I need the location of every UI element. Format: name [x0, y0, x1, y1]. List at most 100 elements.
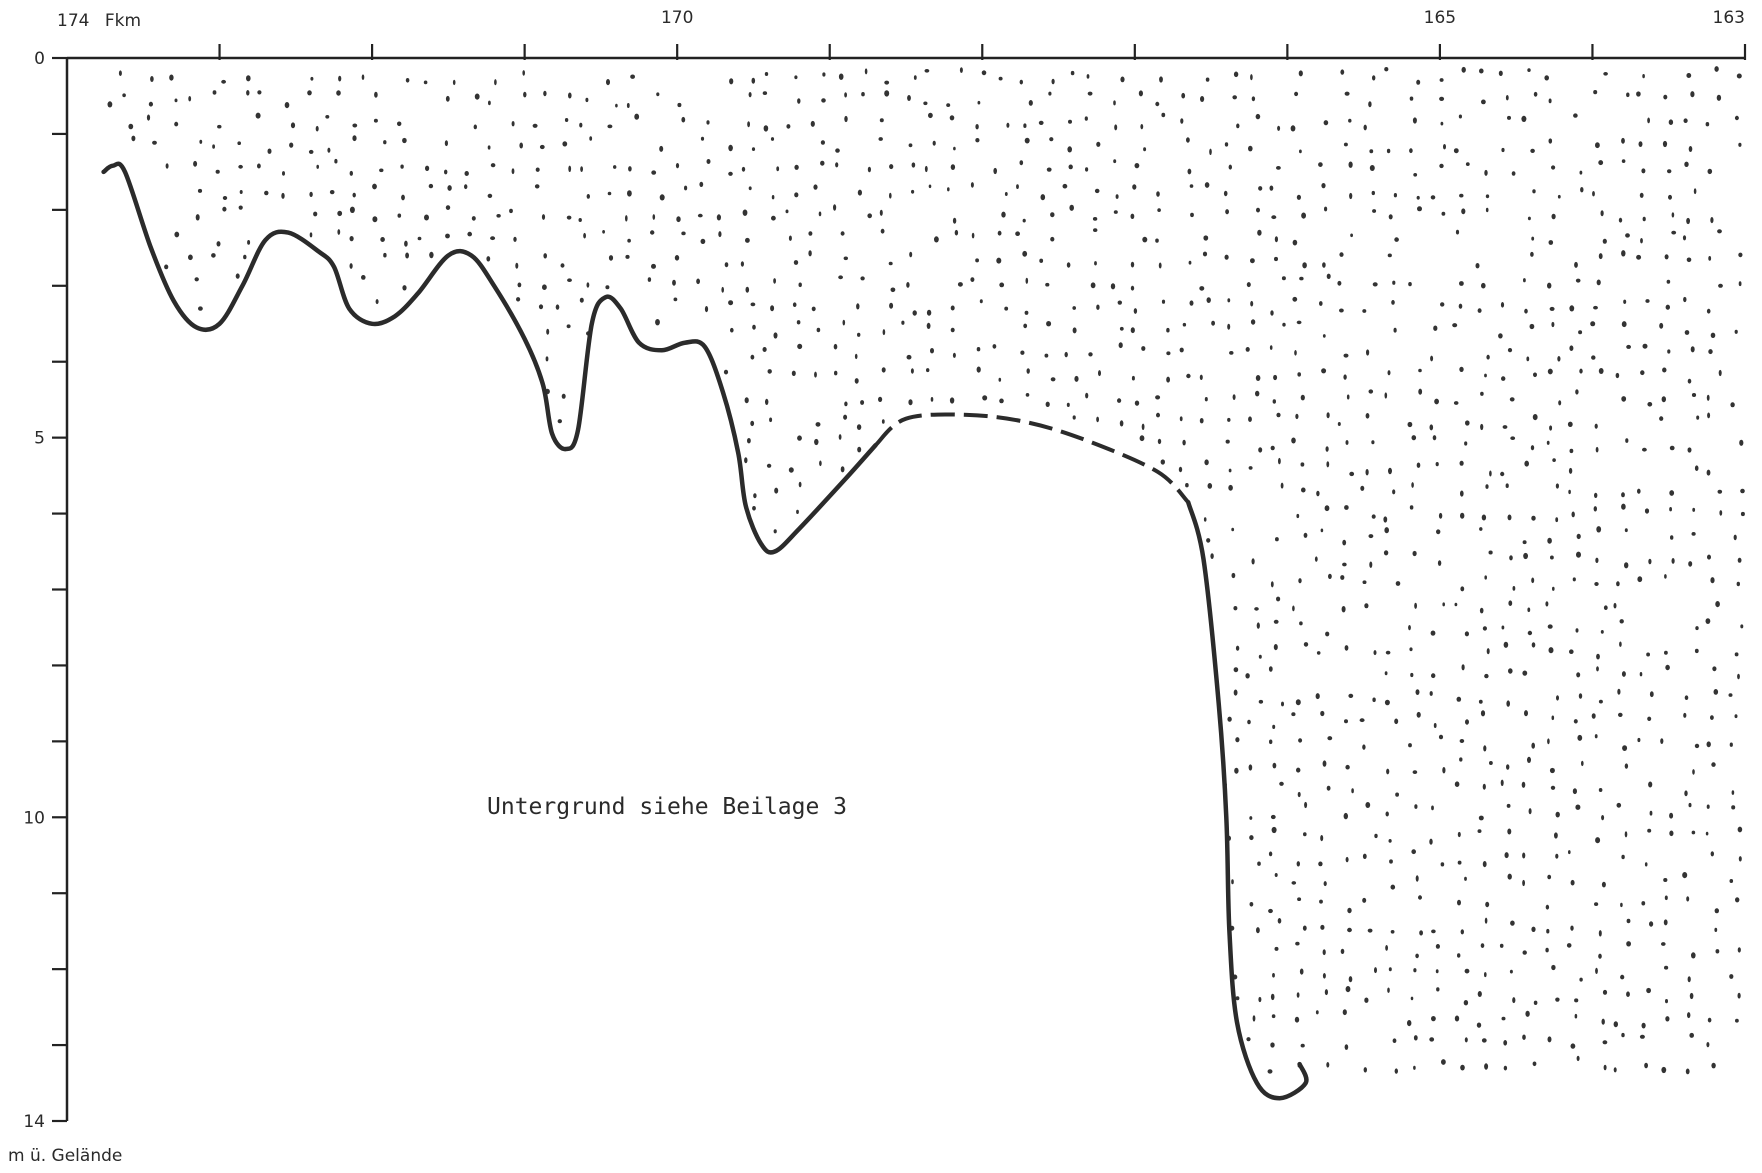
- stipple-dot: [1113, 159, 1117, 164]
- stipple-dot: [1545, 947, 1549, 953]
- stipple-dot: [1362, 580, 1367, 584]
- stipple-dot: [1501, 147, 1505, 153]
- stipple-dot: [1598, 930, 1602, 937]
- stipple-dot: [1442, 602, 1445, 607]
- stipple-dot: [1504, 852, 1509, 859]
- stipple-dot: [1485, 207, 1489, 213]
- stipple-dot: [1430, 195, 1436, 200]
- stipple-dot: [1432, 435, 1437, 441]
- stipple-dot: [1301, 212, 1306, 219]
- stipple-dot: [238, 205, 243, 210]
- stipple-dot: [1409, 96, 1414, 101]
- stipple-dot: [221, 79, 227, 84]
- stipple-dot: [1524, 710, 1528, 717]
- stipple-dot: [405, 252, 409, 259]
- stipple-dot: [487, 193, 493, 198]
- stipple-dot: [1642, 74, 1645, 79]
- stipple-dot: [1166, 376, 1170, 383]
- stipple-dot: [1294, 350, 1297, 356]
- stipple-dot: [1394, 1068, 1399, 1074]
- stipple-dot: [971, 232, 975, 239]
- stipple-dot: [959, 67, 963, 73]
- stipple-dot: [1250, 258, 1255, 264]
- stipple-dot: [1258, 186, 1263, 191]
- stipple-dot: [881, 419, 885, 424]
- stipple-dot: [1603, 1064, 1607, 1071]
- stipple-dot: [1233, 667, 1239, 673]
- stipple-dot: [751, 147, 756, 152]
- stipple-dot: [854, 353, 858, 360]
- stipple-dot: [1438, 512, 1443, 519]
- stipple-dot: [834, 370, 838, 376]
- stipple-dot: [1509, 969, 1513, 974]
- stipple-dot: [1661, 942, 1666, 946]
- stipple-dot: [1621, 159, 1626, 164]
- stipple-dot: [1211, 320, 1215, 326]
- stipple-dot: [928, 184, 932, 189]
- stipple-dot: [1694, 465, 1699, 472]
- stipple-dot: [373, 118, 378, 123]
- stipple-dot: [1711, 762, 1716, 767]
- stipple-dot: [1595, 142, 1600, 149]
- stipple-dot: [562, 141, 568, 147]
- stipple-dot: [907, 95, 911, 101]
- stipple-dot: [946, 103, 951, 107]
- stipple-dot: [1068, 164, 1073, 170]
- stipple-dot: [352, 135, 357, 142]
- stipple-dot: [1710, 851, 1715, 857]
- stipple-dot: [1248, 416, 1252, 423]
- stipple-dot: [1524, 460, 1529, 467]
- stipple-dot: [696, 278, 700, 285]
- stipple-dot: [1179, 347, 1184, 353]
- stipple-dot: [1134, 163, 1140, 169]
- stipple-dot: [1316, 651, 1321, 655]
- stipple-dot: [952, 217, 957, 224]
- stipple-dot: [814, 438, 819, 446]
- stipple-dot: [926, 322, 931, 329]
- stipple-dot: [923, 101, 928, 106]
- stipple-dot: [1234, 767, 1239, 774]
- stipple-dot: [771, 195, 775, 200]
- stipple-dot: [174, 121, 179, 127]
- stipple-dot: [1372, 697, 1376, 703]
- stipple-dot: [1459, 193, 1464, 198]
- stipple-dot: [586, 194, 590, 199]
- stipple-dot: [1344, 645, 1349, 651]
- stipple-dot: [1594, 423, 1598, 429]
- stipple-dot: [1072, 415, 1076, 420]
- stipple-dot: [352, 123, 358, 128]
- stipple-dot: [1710, 715, 1714, 720]
- stipple-dot: [1328, 573, 1332, 580]
- stipple-dot: [349, 170, 353, 176]
- stipple-dot: [704, 306, 709, 313]
- stipple-dot: [1711, 1062, 1716, 1069]
- stipple-dot: [816, 327, 821, 333]
- stipple-dot: [164, 264, 169, 270]
- stipple-dot: [1479, 607, 1484, 614]
- stipple-dot: [1551, 213, 1556, 220]
- stipple-dot: [1386, 768, 1390, 775]
- stipple-dot: [1690, 91, 1695, 98]
- stipple-dot: [1290, 125, 1296, 132]
- stipple-dot: [1569, 448, 1574, 454]
- stipple-dot: [747, 438, 751, 444]
- stipple-dot: [1016, 184, 1019, 190]
- stipple-dot: [1257, 229, 1262, 236]
- stipple-dot: [1038, 120, 1044, 125]
- stipple-dot: [1454, 781, 1460, 787]
- stipple-dot: [511, 168, 515, 175]
- stipple-dot: [811, 306, 816, 312]
- stipple-dot: [1566, 943, 1572, 948]
- stipple-dot: [1636, 254, 1642, 260]
- stipple-dot: [1664, 965, 1669, 970]
- stipple-dot: [1434, 398, 1439, 405]
- stipple-dot: [1090, 282, 1096, 289]
- stipple-dot: [1696, 415, 1700, 420]
- stipple-dot: [1486, 354, 1490, 360]
- stipple-dot: [522, 70, 525, 76]
- stipple-dot: [452, 79, 456, 86]
- stipple-dot: [1362, 309, 1367, 313]
- stipple-dot: [380, 237, 385, 242]
- stipple-dot: [1740, 511, 1745, 517]
- stipple-dot: [1598, 953, 1602, 959]
